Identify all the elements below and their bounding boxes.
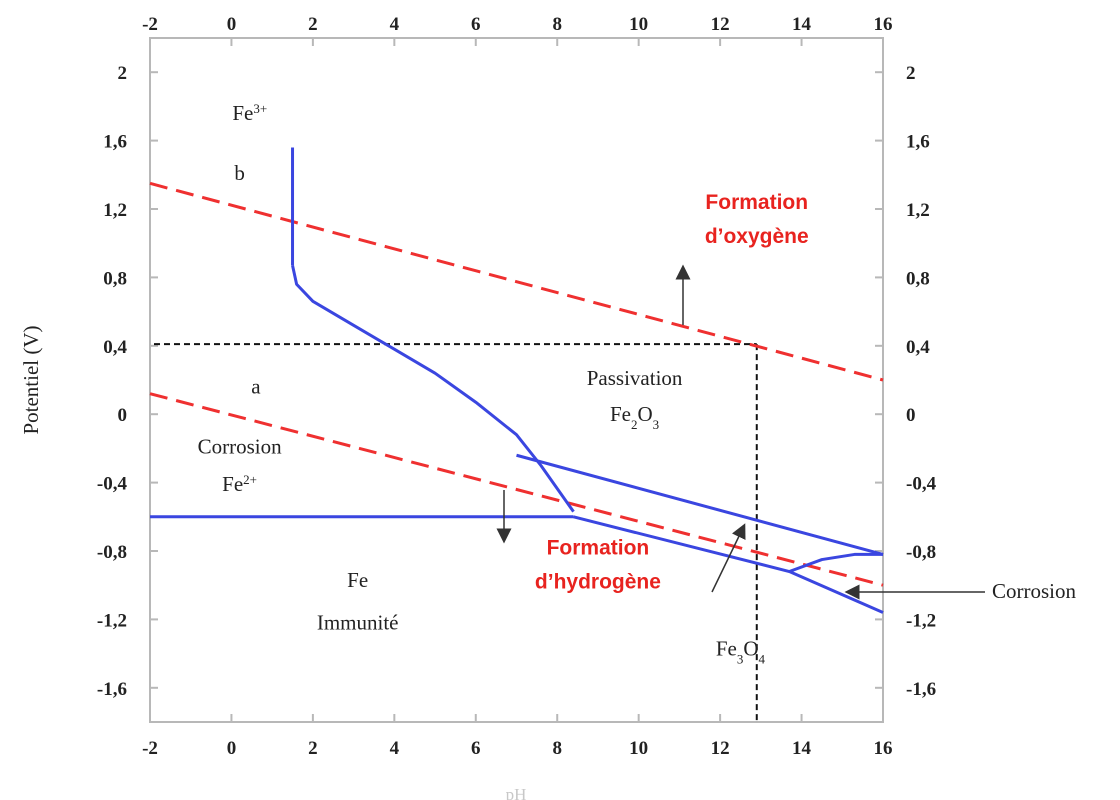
label-immunite-b: Immunité — [317, 611, 399, 635]
x-tick-label-top: 10 — [629, 14, 648, 35]
x-tick-label-top: 2 — [308, 14, 318, 35]
y-tick-label-left: -1,6 — [97, 679, 127, 700]
x-tick-label-bottom: 4 — [390, 738, 400, 759]
y-tick-label-left: 2 — [118, 63, 128, 84]
y-tick-label-left: 1,2 — [103, 200, 127, 221]
y-tick-label-right: -0,4 — [906, 474, 937, 495]
boundary-fe3-oxide — [291, 265, 575, 513]
y-tick-label-right: 2 — [906, 63, 916, 84]
y-tick-label-right: -0,8 — [906, 542, 936, 563]
boundary-fe3o4-loop-lower — [788, 552, 883, 573]
arrows — [496, 264, 985, 600]
label-immunite-a: Fe — [347, 568, 368, 592]
water-lines — [149, 181, 884, 587]
label-line-a: a — [251, 375, 261, 399]
fe3o4-arrow — [711, 523, 746, 593]
label-fe3o4: Fe3O4 — [716, 636, 766, 666]
y-tick-label-right: 0 — [906, 405, 916, 426]
y-tick-label-left: -0,8 — [97, 542, 127, 563]
annotation-red-2: Formation — [547, 536, 650, 559]
x-tick-label-bottom: 12 — [711, 738, 730, 759]
y-tick-label-left: 0,8 — [103, 268, 127, 289]
y-tick-label-left: -1,2 — [97, 610, 127, 631]
water-line-a — [149, 392, 884, 587]
y-axis-label: Potentiel (V) — [19, 325, 43, 434]
boundary-fe3o4-fe2o3-upper — [516, 453, 884, 556]
label-line-b: b — [234, 161, 245, 185]
x-tick-label-bottom: 6 — [471, 738, 481, 759]
y-tick-label-right: -1,6 — [906, 679, 936, 700]
x-tick-label-top: 16 — [874, 14, 893, 35]
reference-lines — [154, 343, 758, 722]
x-tick-label-top: -2 — [142, 14, 158, 35]
x-axis-label: pH — [506, 785, 527, 800]
x-tick-label-top: 14 — [792, 14, 812, 35]
x-ticks-bottom: -2 0 2 4 6 8 10 12 14 16 — [142, 714, 893, 759]
label-corrosion-fe2-b: Fe2+ — [222, 472, 257, 497]
label-passivation-b: Fe2O3 — [610, 402, 659, 432]
x-tick-label-top: 12 — [711, 14, 730, 35]
x-tick-label-bottom: 0 — [227, 738, 237, 759]
y-ticks-left: 2 1,6 1,2 0,8 0,4 0 -0,4 -0,8 -1,2 -1,6 — [97, 63, 158, 700]
x-tick-label-bottom: -2 — [142, 738, 158, 759]
water-line-b — [149, 181, 884, 382]
region-labels: Fe3+ Corrosion Fe2+ Passivation Fe2O3 Fe Immun… — [198, 101, 809, 666]
label-corrosion-fe2-a: Corrosion — [198, 435, 283, 459]
label-passivation-a: Passivation — [587, 366, 683, 390]
label-fe3: Fe3+ — [232, 101, 267, 126]
x-tick-label-top: 4 — [390, 14, 400, 35]
x-tick-label-bottom: 14 — [792, 738, 812, 759]
corrosion-outside-label: Corrosion — [992, 579, 1077, 603]
y-tick-label-left: 0,4 — [103, 337, 127, 358]
annotation-red-1: d’oxygène — [705, 225, 809, 248]
x-tick-label-bottom: 10 — [629, 738, 648, 759]
x-tick-label-top: 0 — [227, 14, 237, 35]
x-tick-label-bottom: 8 — [552, 738, 562, 759]
y-tick-label-right: 1,2 — [906, 200, 930, 221]
x-tick-label-bottom: 2 — [308, 738, 318, 759]
y-tick-label-left: 0 — [118, 405, 128, 426]
x-tick-label-top: 6 — [471, 14, 481, 35]
x-tick-label-top: 8 — [552, 14, 562, 35]
y-tick-label-left: 1,6 — [103, 132, 127, 153]
y-tick-label-right: -1,2 — [906, 610, 936, 631]
x-tick-label-bottom: 16 — [874, 738, 893, 759]
annotation-red-0: Formation — [705, 191, 808, 214]
y-tick-label-right: 0,8 — [906, 268, 930, 289]
y-ticks-right: 2 1,6 1,2 0,8 0,4 0 -0,4 -0,8 -1,2 -1,6 — [875, 63, 937, 700]
y-tick-label-right: 1,6 — [906, 132, 930, 153]
annotation-red-3: d’hydrogène — [535, 571, 661, 594]
boundary-fe-fe3o4 — [573, 515, 884, 614]
y-tick-label-left: -0,4 — [97, 474, 128, 495]
x-ticks-top: -2 0 2 4 6 8 10 12 14 16 — [142, 14, 893, 46]
y-tick-label-right: 0,4 — [906, 337, 930, 358]
